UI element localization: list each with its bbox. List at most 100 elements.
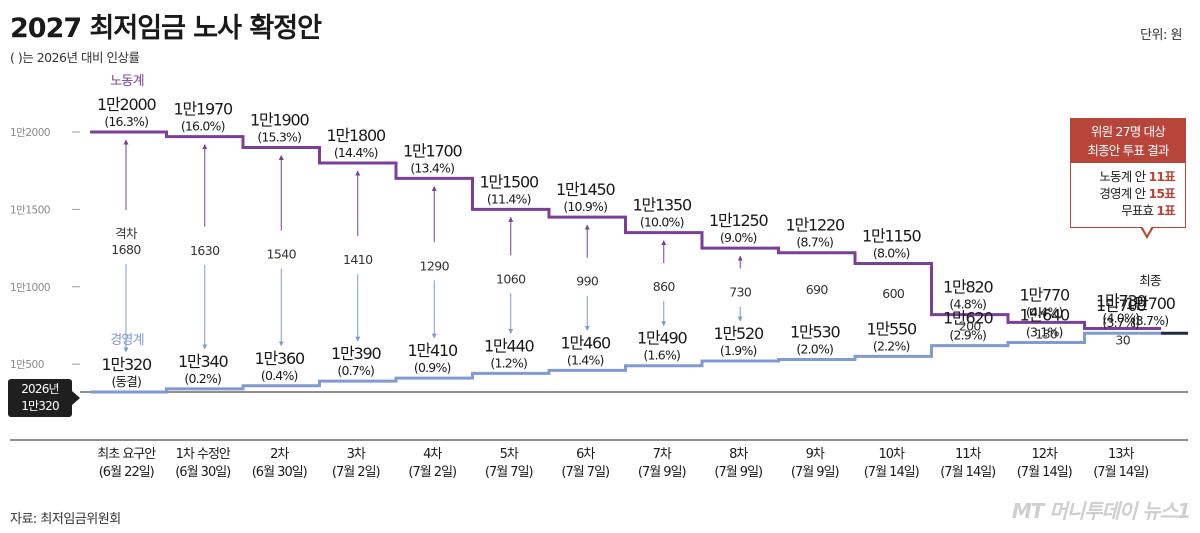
labor-pct-label: (10.9%) bbox=[563, 199, 607, 214]
management-value-label: 1만620 bbox=[943, 309, 993, 328]
gap-value-label: 200 bbox=[959, 319, 982, 334]
page-title: 2027 최저임금 노사 확정안 bbox=[10, 13, 322, 44]
series-name-labor: 노동계 bbox=[110, 74, 143, 89]
gap-value-label: 1630 bbox=[190, 243, 220, 258]
labor-pct-label: (9.0%) bbox=[720, 230, 757, 245]
x-category-label: 2차 bbox=[270, 447, 289, 462]
labor-pct-label: (4.0%) bbox=[1102, 311, 1139, 326]
vote-header-line2: 최종안 투표 결과 bbox=[1087, 143, 1169, 158]
gap-value-label: 1410 bbox=[343, 252, 373, 267]
vote-row-labor: 노동계 안 11표 bbox=[1071, 168, 1185, 185]
labor-pct-label: (15.3%) bbox=[257, 129, 301, 144]
x-date-label: (7월 9일) bbox=[791, 465, 839, 480]
management-value-label: 1만320 bbox=[102, 355, 152, 374]
brand-logo: MT 머니투데이 뉴스1 bbox=[1011, 499, 1191, 523]
vote-label: 경영계 안 bbox=[1099, 186, 1146, 201]
management-pct-label: (2.2%) bbox=[873, 338, 910, 353]
x-category-label: 8차 bbox=[729, 447, 748, 462]
x-category-label: 13차 bbox=[1108, 447, 1135, 462]
y-tick-label: 1만2000 bbox=[10, 127, 50, 139]
labor-value-label: 1만1450 bbox=[556, 180, 615, 199]
gap-value-label: 730 bbox=[729, 285, 752, 300]
vote-row-invalid: 무표효 1표 bbox=[1071, 202, 1185, 219]
management-pct-label: (0.2%) bbox=[184, 371, 221, 386]
labor-value-label: 1만1150 bbox=[862, 227, 921, 246]
labor-pct-label: (16.3%) bbox=[104, 114, 148, 129]
labor-value-label: 1만1350 bbox=[633, 196, 692, 215]
labor-value-label: 1만1700 bbox=[403, 141, 462, 160]
management-pct-label: (1.9%) bbox=[720, 343, 757, 358]
labor-pct-label: (8.7%) bbox=[796, 235, 833, 250]
x-date-label: (7월 7일) bbox=[485, 465, 533, 480]
final-title: 최종 bbox=[1139, 273, 1161, 288]
gap-value-label: 30 bbox=[1115, 333, 1130, 348]
labor-value-label: 1만770 bbox=[1020, 285, 1070, 304]
baseline-value: 1만320 bbox=[21, 399, 59, 413]
management-value-label: 1만530 bbox=[790, 323, 840, 342]
vote-header-line1: 위원 27명 대상 bbox=[1090, 124, 1166, 139]
vote-row-management: 경영계 안 15표 bbox=[1071, 185, 1185, 202]
gap-title: 격차 bbox=[115, 226, 138, 241]
source-note: 자료: 최저임금위원회 bbox=[10, 512, 121, 527]
vote-label: 노동계 안 bbox=[1099, 169, 1146, 184]
gap-value-label: 860 bbox=[653, 279, 676, 294]
labor-value-label: 1만730 bbox=[1096, 292, 1146, 311]
y-tick-label: 1만1000 bbox=[10, 282, 50, 294]
vote-label: 무표효 bbox=[1121, 203, 1154, 218]
management-pct-label: (3.1%) bbox=[1026, 324, 1063, 339]
management-pct-label: (1.4%) bbox=[567, 352, 604, 367]
management-value-label: 1만520 bbox=[714, 324, 764, 343]
x-date-label: (6월 22일) bbox=[99, 465, 154, 480]
series-name-management: 경영계 bbox=[110, 333, 143, 348]
labor-value-label: 1만1500 bbox=[480, 172, 539, 191]
management-value-label: 1만460 bbox=[561, 333, 611, 352]
gap-value-label: 1060 bbox=[496, 271, 526, 286]
chart-subtitle: ( )는 2026년 대비 인상률 bbox=[10, 50, 140, 65]
vote-result-header: 위원 27명 대상 최종안 투표 결과 bbox=[1071, 119, 1185, 163]
management-value-label: 1만640 bbox=[1020, 305, 1070, 324]
gap-value-label: 600 bbox=[882, 286, 905, 301]
management-pct-label: (2.0%) bbox=[796, 342, 833, 357]
labor-value-label: 1만2000 bbox=[97, 95, 156, 114]
x-date-label: (7월 2일) bbox=[332, 465, 380, 480]
vote-count: 15표 bbox=[1148, 186, 1176, 201]
gap-value-label: 990 bbox=[576, 274, 599, 289]
x-date-label: (7월 14일) bbox=[864, 465, 919, 480]
x-category-label: 10차 bbox=[878, 447, 905, 462]
final-value-label: 1만700 bbox=[1125, 294, 1175, 313]
baseline-year: 2026년 bbox=[21, 382, 59, 396]
management-value-label: 1만440 bbox=[484, 336, 534, 355]
management-pct-label: (2.9%) bbox=[949, 328, 986, 343]
labor-value-label: 1만1970 bbox=[174, 100, 233, 119]
x-category-label: 최초 요구안 bbox=[97, 447, 156, 462]
callout-pointer-fill bbox=[1142, 226, 1152, 235]
labor-pct-label: (4.8%) bbox=[949, 297, 986, 312]
x-category-label: 7차 bbox=[653, 447, 672, 462]
series-line-management bbox=[90, 331, 1161, 394]
x-category-label: 4차 bbox=[423, 447, 442, 462]
management-value-label: 1만340 bbox=[178, 352, 228, 371]
management-value-label: 1만490 bbox=[637, 329, 687, 348]
management-value-label: 1만700 bbox=[1096, 296, 1146, 315]
gap-value-label: 130 bbox=[1035, 326, 1058, 341]
labor-value-label: 1만1220 bbox=[786, 216, 845, 235]
management-pct-label: (0.4%) bbox=[261, 368, 298, 383]
labor-pct-label: (14.4%) bbox=[334, 145, 378, 160]
labor-pct-label: (10.0%) bbox=[640, 215, 684, 230]
final-pct-label: (3.7%) bbox=[1132, 313, 1169, 328]
x-date-label: (7월 9일) bbox=[714, 465, 762, 480]
management-value-label: 1만410 bbox=[408, 341, 458, 360]
gap-value-label: 1540 bbox=[267, 247, 297, 262]
x-date-label: (7월 7일) bbox=[561, 465, 609, 480]
labor-pct-label: (4.4%) bbox=[1026, 304, 1063, 319]
labor-value-label: 1만1900 bbox=[250, 110, 309, 129]
management-pct-label: (0.7%) bbox=[337, 363, 374, 378]
management-pct-label: (동결) bbox=[111, 374, 141, 389]
management-pct-label: (1.6%) bbox=[643, 348, 680, 363]
x-date-label: (6월 30일) bbox=[175, 465, 230, 480]
x-date-label: (7월 14일) bbox=[940, 465, 995, 480]
x-category-label: 5차 bbox=[500, 447, 519, 462]
labor-pct-label: (16.0%) bbox=[181, 119, 225, 134]
management-pct-label: (3.7%) bbox=[1102, 315, 1139, 330]
